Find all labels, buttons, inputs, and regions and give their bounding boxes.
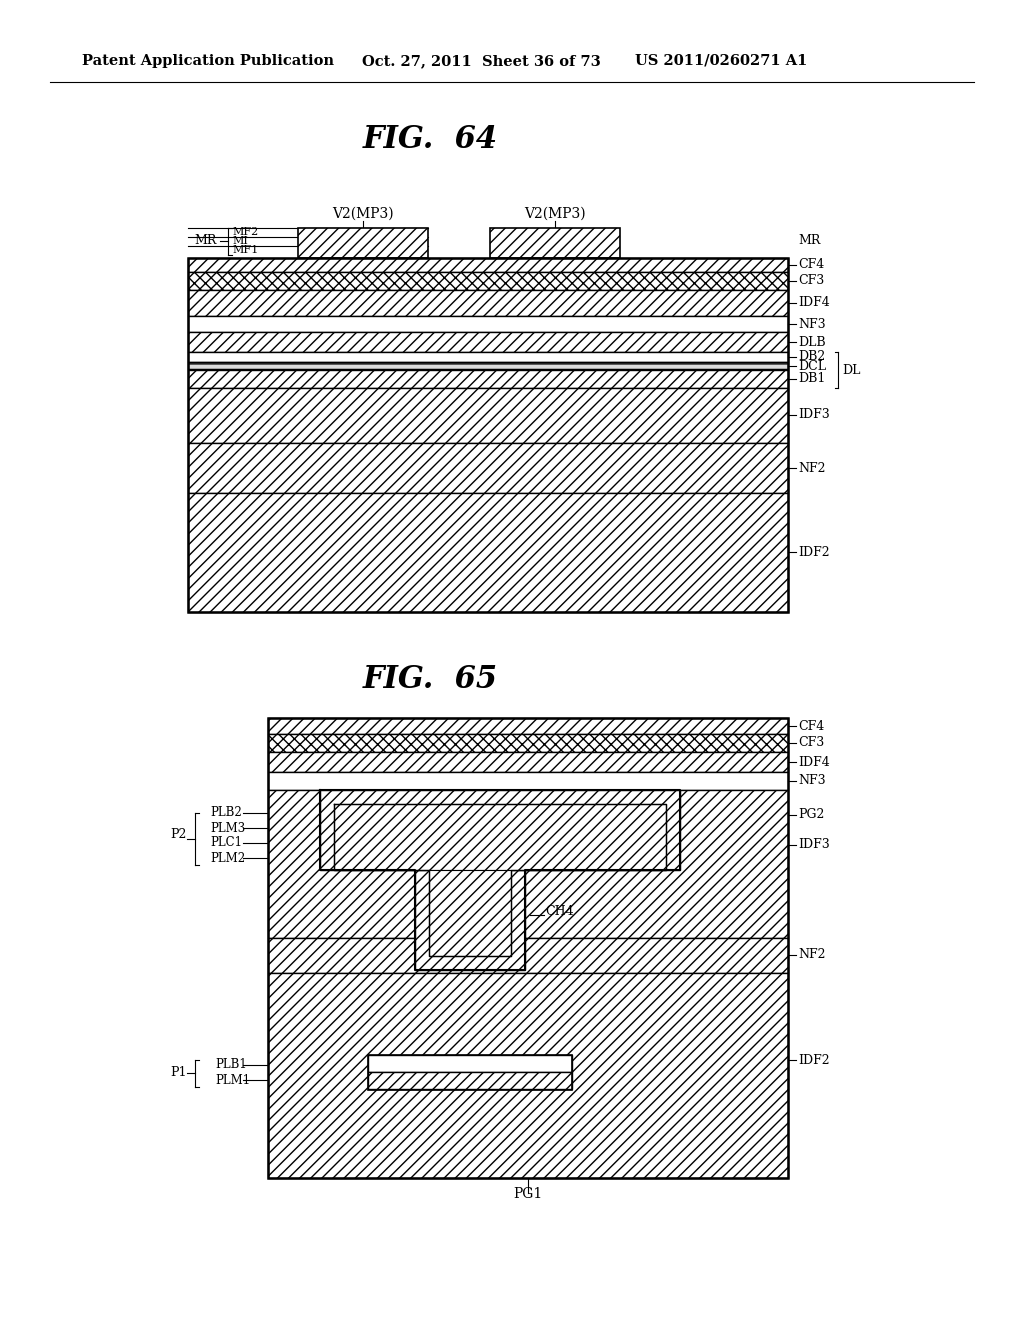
Text: NF3: NF3 (798, 318, 825, 330)
Text: CF4: CF4 (798, 259, 824, 272)
Text: PLB1: PLB1 (215, 1059, 247, 1072)
Bar (188, 272, 788, 290)
Text: Patent Application Publication: Patent Application Publication (82, 54, 334, 69)
Text: IDF3: IDF3 (798, 838, 829, 851)
Text: PG1: PG1 (513, 1187, 543, 1201)
Bar (188, 492, 788, 612)
Text: V2(MP3): V2(MP3) (524, 207, 586, 220)
Bar (415, 870, 525, 970)
Text: DB1: DB1 (798, 372, 825, 385)
Text: P1: P1 (170, 1067, 186, 1080)
Text: CF3: CF3 (798, 275, 824, 288)
Bar (368, 1055, 572, 1072)
Bar (429, 870, 511, 956)
Bar (268, 939, 788, 973)
Bar (188, 362, 788, 370)
Text: PLM3: PLM3 (210, 821, 246, 834)
Text: IDF3: IDF3 (798, 408, 829, 421)
Bar (188, 388, 788, 444)
Bar (188, 444, 788, 492)
Text: IDF4: IDF4 (798, 755, 829, 768)
Bar (188, 352, 788, 362)
Bar (334, 804, 666, 870)
Text: Oct. 27, 2011  Sheet 36 of 73: Oct. 27, 2011 Sheet 36 of 73 (362, 54, 601, 69)
Text: NF2: NF2 (798, 949, 825, 961)
Text: IDF2: IDF2 (798, 1053, 829, 1067)
Bar (268, 752, 788, 772)
Text: V2(MP3): V2(MP3) (332, 207, 394, 220)
Text: PLB2: PLB2 (210, 807, 242, 820)
Bar (268, 973, 788, 1177)
Text: PLM2: PLM2 (210, 851, 245, 865)
Text: CF3: CF3 (798, 737, 824, 750)
Text: MF2: MF2 (232, 227, 258, 238)
Bar (490, 228, 620, 257)
Bar (188, 257, 788, 272)
Text: CH4: CH4 (545, 906, 573, 917)
Bar (188, 257, 788, 612)
Text: MF1: MF1 (232, 246, 258, 255)
Bar (188, 370, 788, 388)
Bar (188, 315, 788, 333)
Bar (334, 804, 666, 870)
Text: PLM1: PLM1 (215, 1073, 250, 1086)
Text: IDF2: IDF2 (798, 545, 829, 558)
Text: US 2011/0260271 A1: US 2011/0260271 A1 (635, 54, 807, 69)
Text: IDF4: IDF4 (798, 297, 829, 309)
Bar (368, 1055, 572, 1090)
Text: DCL: DCL (798, 359, 826, 372)
Text: MR: MR (194, 235, 216, 248)
Bar (188, 290, 788, 315)
Bar (268, 772, 788, 789)
Bar (319, 789, 680, 870)
Text: DLB: DLB (798, 335, 825, 348)
Text: P2: P2 (170, 829, 186, 842)
Text: MI: MI (232, 236, 248, 246)
Text: PLC1: PLC1 (210, 837, 242, 850)
Bar (298, 228, 428, 257)
Bar (368, 1072, 572, 1089)
Text: DL: DL (842, 363, 860, 376)
Text: FIG.  64: FIG. 64 (362, 124, 498, 154)
Bar (268, 718, 788, 1177)
Text: PG2: PG2 (798, 808, 824, 821)
Text: NF2: NF2 (798, 462, 825, 474)
Text: FIG.  65: FIG. 65 (362, 664, 498, 696)
Bar (429, 870, 511, 956)
Bar (188, 333, 788, 352)
Bar (268, 734, 788, 752)
Text: NF3: NF3 (798, 775, 825, 788)
Text: MR: MR (798, 235, 820, 248)
Bar (268, 789, 788, 939)
Text: DB2: DB2 (798, 351, 825, 363)
Text: CF4: CF4 (798, 719, 824, 733)
Bar (268, 718, 788, 734)
